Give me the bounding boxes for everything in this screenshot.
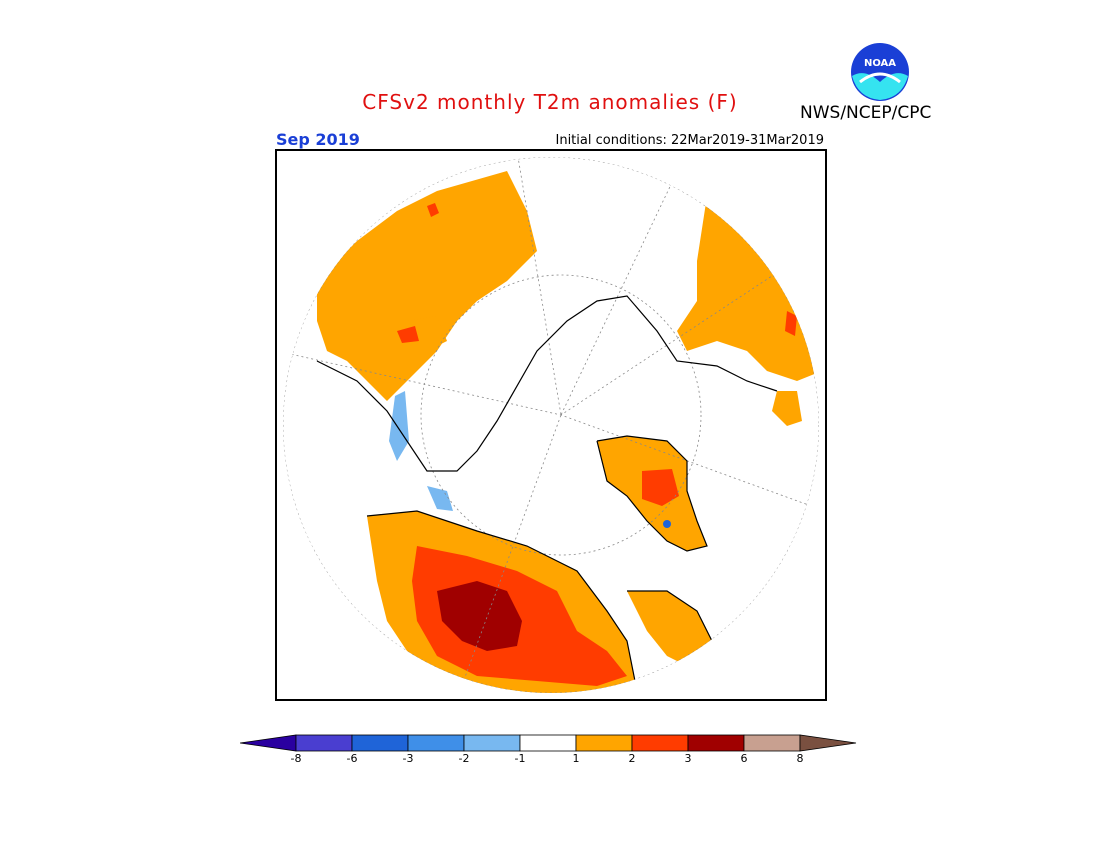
map-frame (275, 149, 827, 701)
colorbar-cell (295, 734, 353, 752)
anomaly-region-bering-cool (389, 391, 409, 461)
colorbar-tick-label: 2 (628, 752, 636, 765)
noaa-logo: NOAA (851, 43, 909, 101)
anomaly-region-canada-east (627, 591, 717, 671)
color-legend (240, 734, 857, 752)
logo-text: NOAA (864, 58, 896, 69)
colorbar-tick-label: -3 (402, 752, 414, 765)
colorbar-cell (743, 734, 801, 752)
map-title: CFSv2 monthly T2m anomalies (F) (362, 90, 738, 114)
colorbar-cell (407, 734, 465, 752)
agency-label: NWS/NCEP/CPC (800, 103, 932, 123)
colorbar-cell (687, 734, 745, 752)
colorbar-tick-label: -2 (458, 752, 470, 765)
colorbar-tick-label: -1 (514, 752, 526, 765)
colorbar-tick-label: 6 (740, 752, 748, 765)
colorbar-cell (463, 734, 521, 752)
colorbar-tick-label: 1 (572, 752, 580, 765)
initial-conditions-label: Initial conditions: 22Mar2019-31Mar2019 (555, 133, 825, 148)
anomaly-region-asia (317, 171, 537, 401)
colorbar-arrow-high (799, 734, 857, 752)
anomaly-region-us-core (437, 581, 522, 651)
colorbar-cell (519, 734, 577, 752)
polar-map (283, 157, 819, 693)
colorbar-tick-label: -8 (290, 752, 302, 765)
month-label: Sep 2019 (276, 130, 360, 149)
anomaly-region-china (407, 316, 447, 351)
colorbar-cell (575, 734, 633, 752)
colorbar-arrow-low (240, 734, 297, 752)
anomaly-region-europe (677, 196, 819, 381)
colorbar-tick-label: 3 (684, 752, 692, 765)
colorbar-tick-label: -6 (346, 752, 358, 765)
colorbar-cell (631, 734, 689, 752)
colorbar-tick-label: 8 (796, 752, 804, 765)
colorbar-cell (351, 734, 409, 752)
